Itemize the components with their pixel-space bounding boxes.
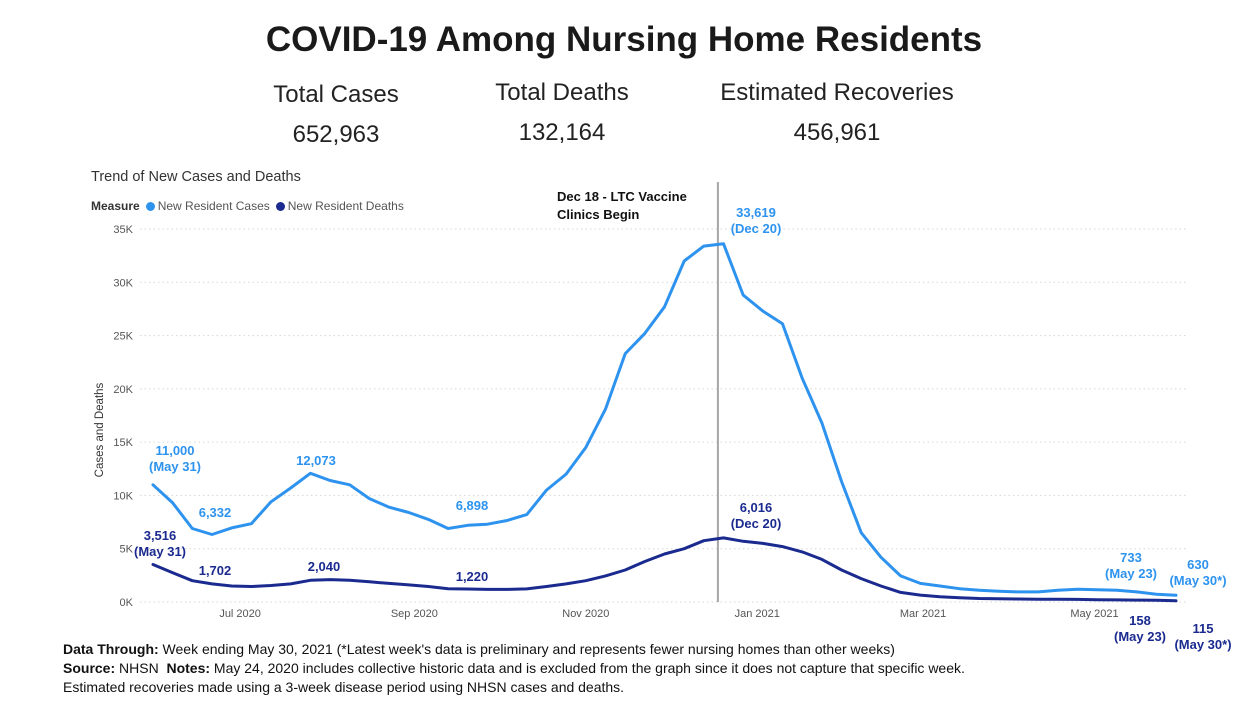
kpi-total-deaths-label: Total Deaths <box>495 79 629 106</box>
deaths-data-label: 3,516 <box>144 528 177 543</box>
deaths-data-label: 1,220 <box>456 569 489 584</box>
deaths-series-line <box>151 536 1178 603</box>
legend-cases-label: New Resident Cases <box>157 199 270 213</box>
deaths-data-label: 1,702 <box>199 563 232 578</box>
legend-deaths-label: New Resident Deaths <box>287 199 404 213</box>
deaths-data-label-date: (Dec 20) <box>731 516 782 531</box>
cases-data-label-date: (Dec 20) <box>731 221 782 236</box>
y-tick-label: 20K <box>113 384 133 396</box>
y-tick-label: 15K <box>113 437 133 449</box>
kpi-total-cases: Total Cases 652,963 <box>236 81 436 149</box>
legend-deaths-marker-icon <box>275 201 285 211</box>
kpi-total-deaths: Total Deaths 132,164 <box>462 79 662 147</box>
x-tick-label: Jul 2020 <box>219 608 261 620</box>
x-tick-label: May 2021 <box>1070 608 1118 620</box>
deaths-data-label-date: (May 31) <box>134 544 186 559</box>
cases-data-label: 630 <box>1187 557 1209 572</box>
deaths-data-label-date: (May 23) <box>1114 629 1166 644</box>
cases-series-line <box>151 242 1178 597</box>
kpi-recoveries-label: Estimated Recoveries <box>720 79 954 106</box>
cases-data-label: 733 <box>1120 550 1142 565</box>
kpi-total-cases-label: Total Cases <box>273 81 399 108</box>
y-tick-label: 0K <box>120 597 134 609</box>
legend-title: Measure <box>91 199 140 213</box>
note-data-through: Data Through: Week ending May 30, 2021 (… <box>63 641 895 657</box>
y-axis-title: Cases and Deaths <box>94 382 106 477</box>
deaths-data-label: 2,040 <box>308 559 341 574</box>
deaths-data-label: 115 <box>1193 621 1214 636</box>
y-tick-label: 25K <box>113 331 133 343</box>
page-title: COVID-19 Among Nursing Home Residents <box>265 20 983 59</box>
note-source: Source: NHSN Notes: May 24, 2020 include… <box>63 660 965 676</box>
chart-title: Trend of New Cases and Deaths <box>91 169 301 185</box>
chart-legend: Measure New Resident Cases New Resident … <box>91 199 410 213</box>
cases-data-label: 6,898 <box>456 498 489 513</box>
kpi-total-cases-value: 652,963 <box>292 121 380 148</box>
y-tick-label: 10K <box>113 490 133 502</box>
y-tick-label: 5K <box>120 544 134 556</box>
cases-data-label: 33,619 <box>736 205 776 220</box>
y-tick-label: 35K <box>113 224 133 236</box>
legend-item-cases[interactable]: New Resident Cases <box>145 199 270 213</box>
vaccine-annotation-line2: Clinics Begin <box>557 207 639 222</box>
note-recoveries: Estimated recoveries made using a 3-week… <box>63 679 625 695</box>
x-tick-label: Mar 2021 <box>900 608 946 620</box>
kpi-recoveries-value: 456,961 <box>793 119 881 146</box>
kpi-total-deaths-value: 132,164 <box>518 119 606 146</box>
deaths-data-label-date: (May 30*) <box>1174 637 1231 652</box>
legend-item-deaths[interactable]: New Resident Deaths <box>275 199 404 213</box>
y-tick-label: 30K <box>113 277 133 289</box>
cases-data-label: 6,332 <box>199 505 232 520</box>
cases-data-label-date: (May 31) <box>149 459 201 474</box>
vaccine-annotation-line1: Dec 18 - LTC Vaccine <box>557 189 687 204</box>
x-tick-label: Sep 2020 <box>391 608 438 620</box>
deaths-data-label: 6,016 <box>740 500 773 515</box>
deaths-data-label: 158 <box>1129 613 1151 628</box>
x-tick-label: Jan 2021 <box>735 608 780 620</box>
footnotes: Data Through: Week ending May 30, 2021 (… <box>63 640 965 697</box>
cases-data-label-date: (May 30*) <box>1169 573 1226 588</box>
cases-data-label: 12,073 <box>296 453 336 468</box>
cases-data-label: 11,000 <box>155 443 194 458</box>
kpi-recoveries: Estimated Recoveries 456,961 <box>698 79 976 147</box>
x-tick-label: Nov 2020 <box>562 608 609 620</box>
legend-cases-marker-icon <box>145 201 155 211</box>
cases-data-label-date: (May 23) <box>1105 566 1157 581</box>
